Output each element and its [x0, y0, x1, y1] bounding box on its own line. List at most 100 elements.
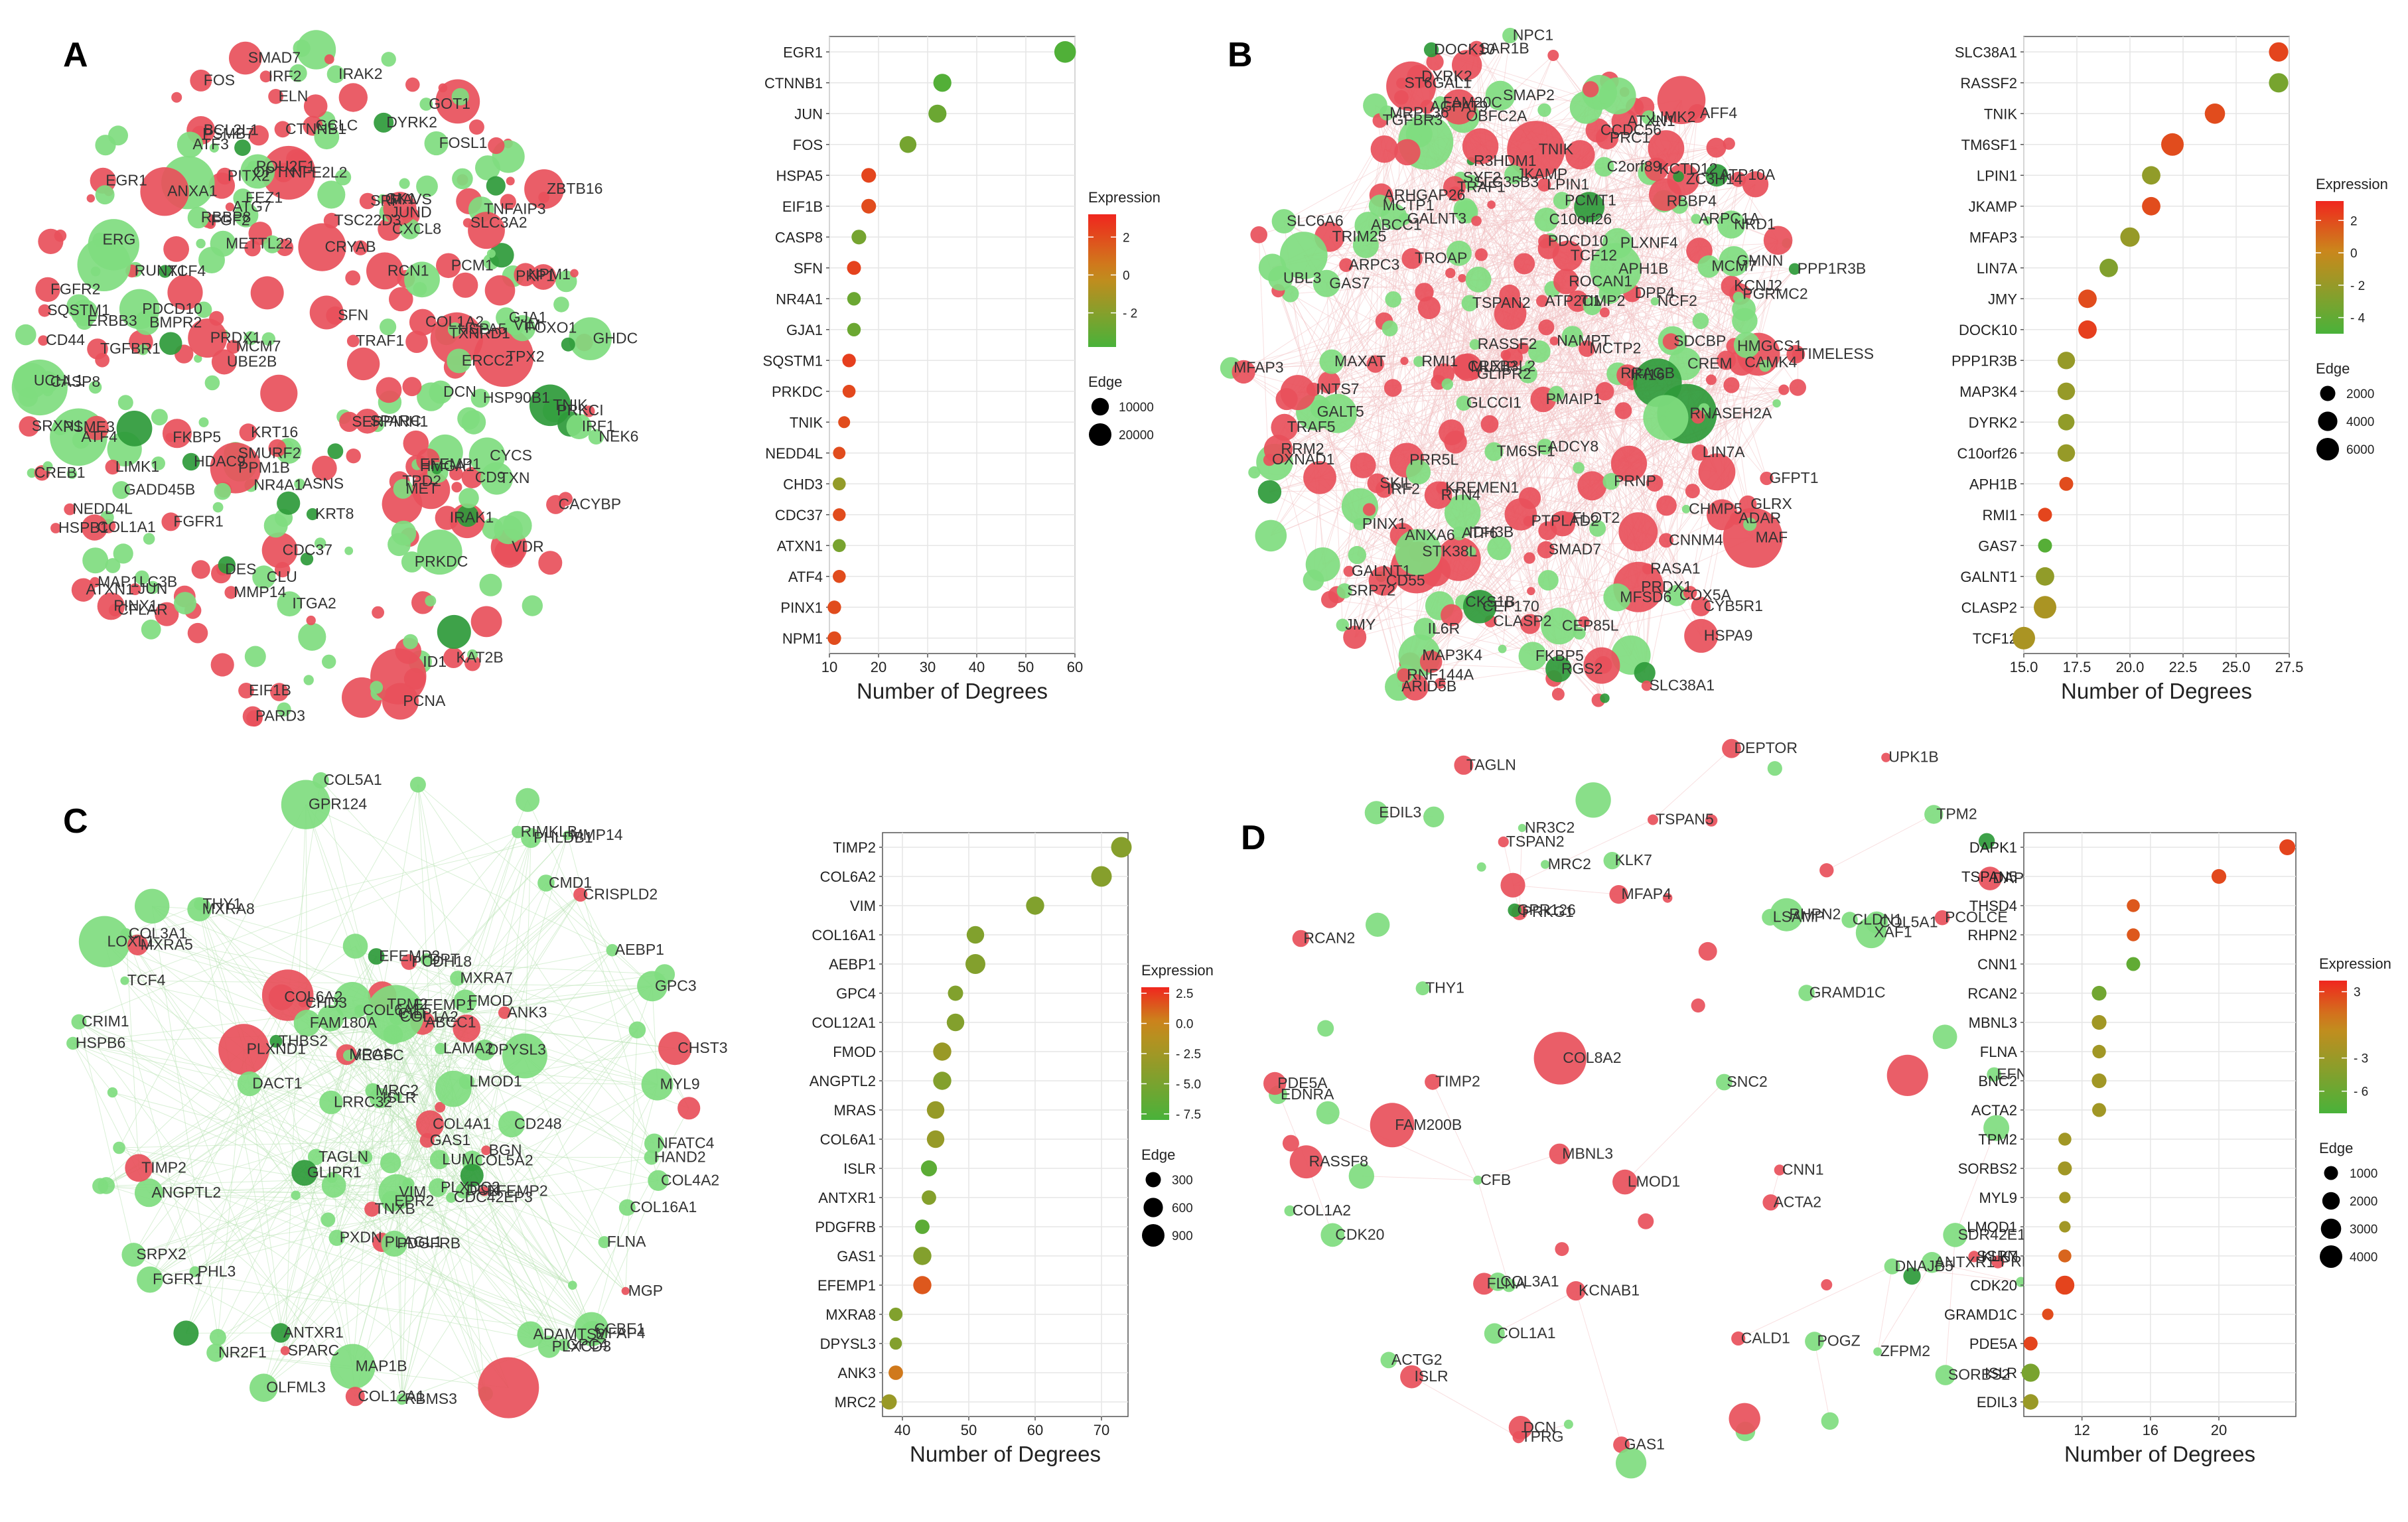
- network-node: [1805, 1332, 1824, 1351]
- network-edge: [104, 941, 196, 1272]
- network-edge: [217, 1049, 245, 1338]
- node-label: MYL9: [660, 1075, 700, 1093]
- network-node: [1512, 1431, 1525, 1444]
- data-point: [915, 1219, 930, 1234]
- network-node: [88, 381, 102, 394]
- node-label: CYCS: [490, 447, 532, 464]
- network-edge: [1366, 166, 1604, 246]
- network-node: [658, 1032, 692, 1066]
- data-point: [946, 1013, 965, 1032]
- node-label: RRM2: [1281, 440, 1324, 457]
- network-node: [163, 236, 189, 262]
- node-label: ANTXR1: [283, 1324, 344, 1341]
- network-edge: [417, 784, 467, 1029]
- network-node: [189, 1266, 201, 1278]
- node-label: RTN4: [1441, 486, 1481, 503]
- y-tick-label: KLK7: [1981, 1248, 2017, 1265]
- network-node: [1289, 1145, 1323, 1179]
- network-edge: [1543, 379, 1711, 400]
- network-edge: [1624, 1081, 1725, 1182]
- node-label: TXNRD1: [449, 324, 510, 342]
- node-label: ADAMTS2: [533, 1326, 606, 1343]
- node-label: PINX1: [1362, 515, 1406, 532]
- node-label: TCF12: [1571, 247, 1617, 264]
- node-label: OBFC2A: [1466, 107, 1527, 125]
- network-edge: [1666, 243, 1788, 506]
- y-tick-label: RASSF2: [1960, 75, 2017, 92]
- data-point: [2042, 1308, 2054, 1320]
- node-label: DYRK2: [386, 113, 437, 131]
- y-tick-label: PINX1: [780, 599, 823, 616]
- node-label: FAM20C: [1443, 94, 1502, 111]
- node-label: ABCC1: [425, 1013, 476, 1030]
- dot-plot: TIMP2 COL6A2 VIM COL16A1 AEBP1 GPC4 COL12A1 FMO…: [810, 832, 1132, 1466]
- network-edge: [1532, 92, 1600, 656]
- node-label: RBMS3: [405, 1390, 457, 1407]
- network-node: [1446, 240, 1472, 266]
- network-node: [486, 176, 506, 196]
- network-edge: [524, 949, 613, 1056]
- network-node: [1705, 814, 1718, 827]
- node-label: TRAF1: [356, 332, 404, 349]
- data-point: [2120, 227, 2140, 247]
- network-edge: [393, 1243, 531, 1335]
- node-label: THY1: [203, 895, 242, 912]
- network-node: [1400, 1365, 1423, 1389]
- network-node: [1452, 50, 1482, 80]
- node-label: DACT1: [252, 1075, 302, 1092]
- node-label: SLC3A2: [470, 214, 528, 231]
- node-label: CDK20: [1335, 1225, 1384, 1243]
- node-label: NFE2L2: [291, 163, 347, 180]
- data-point: [838, 416, 851, 429]
- network-node: [1520, 614, 1540, 634]
- network-edge: [1344, 195, 1382, 591]
- node-label: LIN7A: [1703, 443, 1746, 460]
- network-node: [1549, 511, 1576, 537]
- node-label: TIMP2: [1581, 292, 1626, 309]
- network-node: [417, 529, 462, 575]
- network-node: [66, 468, 78, 479]
- network-edge: [216, 1350, 285, 1353]
- network-edge: [511, 1124, 592, 1330]
- node-label: RCN1: [388, 261, 429, 279]
- y-tick-label: RCAN2: [1967, 985, 2017, 1002]
- network-edge: [285, 804, 307, 1351]
- size-legend-label: 1000: [2350, 1167, 2377, 1181]
- network-node: [1499, 284, 1520, 306]
- network-node: [1924, 805, 1944, 824]
- network-node: [1697, 255, 1721, 278]
- node-label: TPRG: [1522, 1428, 1564, 1445]
- node-label: ATP10A: [1719, 166, 1776, 183]
- network-node: [317, 180, 346, 209]
- network-node: [1518, 823, 1526, 832]
- node-label: PLXNF4: [1620, 234, 1678, 251]
- network-edge: [1376, 328, 1391, 484]
- network-node: [480, 462, 513, 495]
- network-node: [453, 989, 477, 1013]
- network-edge: [1575, 1290, 1622, 1445]
- node-label: XAF1: [1874, 924, 1912, 941]
- network-node: [324, 54, 334, 64]
- network-edge: [1425, 80, 1610, 143]
- y-tick-label: COL6A1: [820, 1131, 876, 1148]
- node-label: DCN: [443, 383, 476, 400]
- node-label: RASSF8: [1309, 1152, 1368, 1170]
- network-node: [382, 484, 423, 524]
- network-node: [1474, 248, 1488, 261]
- data-point: [933, 74, 952, 92]
- network-node: [1683, 586, 1697, 600]
- network-edge: [464, 1001, 659, 1181]
- network-edge: [1699, 354, 1796, 453]
- color-legend-title: Expression: [1088, 189, 1161, 206]
- network-edge: [429, 1124, 659, 1181]
- node-label: PDGFRB: [397, 1235, 460, 1252]
- data-point: [2127, 928, 2140, 941]
- network-node: [1444, 494, 1481, 531]
- network-node: [1541, 607, 1578, 645]
- network-node: [1248, 466, 1261, 479]
- network-node: [95, 185, 115, 205]
- network-edge: [563, 1108, 689, 1346]
- network-node: [494, 515, 523, 545]
- network-node: [1423, 806, 1445, 828]
- size-legend-dot: [2322, 1192, 2340, 1210]
